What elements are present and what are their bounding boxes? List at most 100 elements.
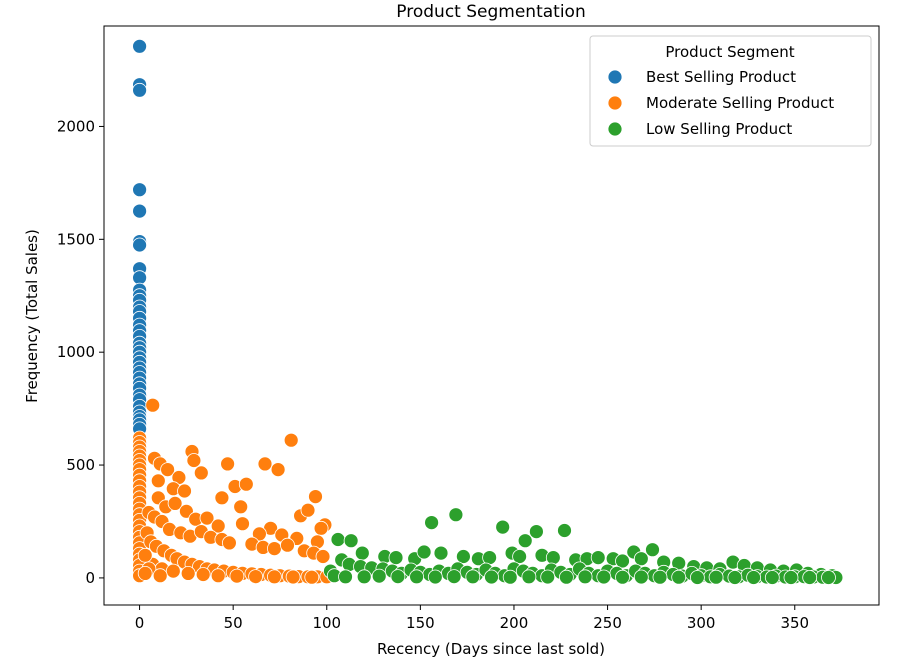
x-tick-label: 200 [500, 614, 529, 632]
x-tick-label: 250 [593, 614, 622, 632]
data-point [266, 541, 282, 556]
data-point [145, 397, 161, 413]
data-point [517, 533, 533, 549]
data-point [559, 569, 574, 585]
data-point [177, 483, 192, 499]
data-point [615, 569, 630, 585]
data-point [195, 567, 211, 582]
x-axis-label: Recency (Days since last sold) [377, 640, 605, 657]
legend-marker-best-selling [607, 69, 623, 85]
data-point [671, 569, 687, 585]
data-point [248, 569, 264, 584]
data-point [210, 568, 226, 584]
data-point [529, 524, 544, 539]
x-tick-label: 100 [312, 614, 341, 632]
data-point [283, 432, 299, 448]
data-point [557, 523, 572, 538]
data-point [338, 569, 353, 585]
data-point [132, 82, 148, 98]
data-point [764, 570, 780, 585]
data-point [433, 545, 449, 561]
data-point [132, 203, 148, 219]
data-point [615, 553, 630, 569]
data-point [315, 549, 331, 564]
legend-marker-moderate-selling [607, 95, 623, 111]
y-tick-label: 0 [85, 569, 95, 587]
y-tick-label: 1000 [57, 343, 95, 361]
x-tick-label: 300 [687, 614, 716, 632]
legend-label-moderate-selling: Moderate Selling Product [646, 94, 834, 112]
data-point [137, 566, 153, 581]
data-point [708, 569, 724, 585]
data-point [465, 569, 481, 585]
data-point [482, 550, 498, 565]
data-point [221, 535, 237, 551]
data-point [690, 570, 705, 585]
data-point [356, 569, 372, 585]
chart-title: Product Segmentation [396, 2, 585, 22]
data-point [343, 533, 359, 549]
data-point [495, 519, 511, 535]
data-point [455, 549, 471, 564]
data-point [152, 568, 168, 584]
data-point [251, 526, 267, 542]
data-point [427, 569, 443, 585]
data-point [388, 550, 404, 565]
data-point [233, 499, 249, 515]
data-point [590, 550, 606, 565]
data-point [186, 453, 202, 468]
y-tick-label: 2000 [57, 117, 95, 135]
data-point [180, 566, 196, 581]
data-point [238, 476, 254, 492]
data-point [354, 545, 370, 561]
data-point [137, 547, 153, 563]
data-point [545, 550, 561, 565]
legend: Product Segment Best Selling Product Mod… [589, 35, 872, 147]
data-point [132, 237, 148, 253]
series-1 [132, 397, 335, 585]
points-layer [132, 38, 844, 585]
data-point [199, 510, 215, 526]
data-point [220, 456, 236, 472]
data-point [229, 568, 245, 584]
y-tick-label: 1500 [57, 230, 95, 248]
data-point [214, 490, 230, 506]
legend-label-low-selling: Low Selling Product [646, 120, 792, 138]
data-point [280, 537, 295, 553]
data-point [596, 569, 612, 585]
series-2 [323, 507, 844, 585]
x-axis-ticks: 0 50 100 150 200 250 300 350 [135, 605, 809, 632]
data-point [502, 569, 518, 585]
x-tick-label: 150 [406, 614, 435, 632]
data-point [390, 569, 406, 584]
data-point [448, 507, 464, 523]
data-point [633, 551, 649, 567]
x-tick-label: 0 [135, 614, 145, 632]
data-point [371, 568, 387, 584]
data-point [652, 569, 668, 585]
data-point [330, 532, 346, 547]
data-point [409, 569, 425, 585]
data-point [802, 570, 818, 585]
y-tick-label: 500 [66, 456, 95, 474]
data-point [300, 502, 316, 518]
data-point [540, 569, 556, 585]
data-point [160, 462, 176, 478]
plot-area-frame [103, 25, 880, 606]
data-point [308, 489, 323, 505]
data-point [416, 544, 432, 560]
data-point [746, 570, 761, 585]
data-point [150, 473, 166, 489]
data-point [313, 520, 329, 536]
data-point [821, 570, 836, 585]
data-point [304, 569, 320, 585]
data-point [727, 570, 743, 585]
series-0 [132, 38, 148, 437]
data-point [512, 549, 527, 564]
x-tick-label: 50 [224, 614, 243, 632]
y-axis-label: Frequency (Total Sales) [23, 229, 41, 403]
data-point [521, 569, 537, 585]
data-point [645, 542, 660, 558]
data-point [266, 569, 282, 585]
